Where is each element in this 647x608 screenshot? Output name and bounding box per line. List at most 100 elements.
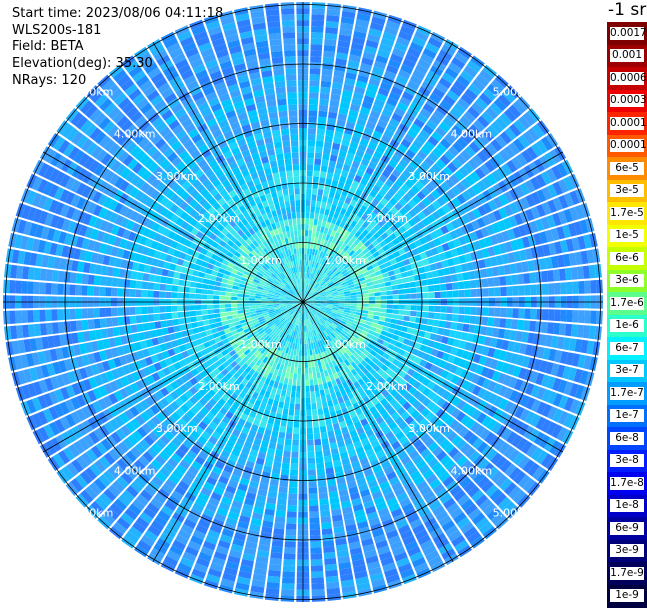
range-gate-cell	[274, 394, 280, 401]
range-gate-cell	[325, 136, 333, 143]
range-gate-cell	[311, 38, 323, 45]
range-gate-cell	[15, 281, 22, 294]
range-gate-cell	[129, 307, 135, 315]
range-gate-cell	[548, 283, 555, 295]
range-gate-cell	[306, 206, 311, 212]
range-gate-cell	[154, 314, 161, 321]
range-gate-cell	[429, 292, 435, 298]
range-gate-cell	[433, 277, 440, 284]
range-gate-cell	[195, 305, 201, 310]
range-gate-cell	[129, 289, 135, 297]
range-gate-cell	[477, 307, 483, 315]
range-gate-cell	[177, 293, 183, 299]
range-gate-cell	[232, 289, 238, 293]
range-gate-cell	[305, 368, 308, 374]
range-gate-cell	[518, 308, 525, 318]
range-gate-cell	[307, 152, 314, 158]
range-gate-cell	[530, 309, 537, 320]
range-gate-cell	[282, 571, 295, 578]
range-gate-cell	[310, 529, 321, 536]
range-gate-cell	[130, 280, 137, 288]
range-gate-cell	[284, 547, 296, 554]
range-gate-cell	[130, 316, 137, 324]
range-gate-cell	[296, 392, 301, 398]
range-gate-cell	[238, 310, 244, 314]
range-gate-cell	[208, 314, 215, 319]
range-gate-cell	[209, 280, 216, 285]
range-gate-cell	[153, 291, 159, 298]
range-gate-cell	[136, 315, 143, 323]
range-gate-cell	[40, 323, 47, 335]
range-gate-cell	[305, 362, 308, 368]
range-gate-cell	[297, 374, 301, 380]
range-gate-cell	[319, 99, 329, 106]
range-gate-cell	[411, 294, 417, 299]
range-gate-cell	[309, 86, 319, 93]
range-gate-cell	[318, 481, 327, 488]
range-gate-cell	[179, 324, 186, 331]
range-gate-cell	[33, 282, 40, 294]
range-gate-cell	[327, 300, 333, 302]
range-gate-cell	[45, 310, 52, 322]
range-gate-cell	[46, 269, 53, 281]
range-gate-cell	[295, 362, 299, 368]
range-gate-cell	[52, 270, 59, 282]
range-gate-cell	[315, 391, 320, 398]
range-gate-cell	[388, 328, 395, 334]
range-gate-cell	[384, 322, 391, 327]
range-gate-cell	[27, 281, 34, 294]
range-gate-cell	[215, 318, 222, 323]
range-gate-cell	[323, 546, 335, 553]
range-gate-cell	[9, 280, 16, 293]
range-gate-cell	[290, 470, 298, 476]
range-gate-cell	[321, 81, 332, 88]
range-gate-cell	[374, 308, 380, 312]
range-gate-cell	[51, 283, 58, 295]
range-gate-cell	[306, 194, 311, 200]
range-gate-cell	[305, 224, 309, 230]
range-gate-cell	[309, 505, 319, 512]
range-gate-cell	[70, 321, 77, 332]
range-gate-cell	[221, 317, 228, 322]
range-gate-cell	[320, 504, 330, 511]
range-gate-cell	[314, 433, 321, 440]
range-gate-cell	[15, 310, 22, 323]
range-gate-cell	[214, 286, 221, 291]
range-gate-cell	[282, 583, 295, 590]
range-gate-cell	[159, 291, 165, 298]
range-gate-cell	[402, 321, 409, 327]
range-gate-cell	[231, 307, 237, 311]
range-gate-cell	[308, 230, 312, 236]
range-gate-cell	[445, 321, 452, 329]
range-gate-cell	[231, 304, 237, 307]
range-gate-cell	[553, 323, 560, 335]
range-gate-cell	[178, 280, 185, 286]
range-gate-cell	[100, 318, 107, 328]
range-gate-cell	[451, 322, 458, 330]
range-gate-cell	[517, 274, 524, 285]
range-gate-cell	[99, 308, 106, 317]
range-gate-cell	[447, 306, 453, 313]
range-gate-cell	[173, 272, 180, 279]
range-gate-cell	[292, 440, 299, 446]
range-gate-cell	[547, 322, 554, 334]
range-gate-cell	[304, 344, 306, 350]
range-gate-cell	[311, 14, 324, 21]
range-gate-cell	[380, 308, 386, 312]
range-gate-cell	[147, 307, 153, 314]
range-gate-cell	[143, 323, 150, 331]
range-gate-cell	[69, 309, 76, 320]
range-gate-cell	[207, 305, 213, 310]
range-gate-cell	[70, 272, 77, 283]
range-gate-cell	[391, 319, 398, 324]
range-gate-cell	[154, 275, 161, 283]
range-gate-cell	[312, 231, 316, 237]
range-gate-cell	[326, 130, 335, 137]
range-gate-cell	[322, 444, 330, 451]
range-gate-cell	[542, 309, 549, 320]
range-gate-cell	[429, 306, 435, 312]
range-gate-cell	[512, 308, 519, 318]
range-gate-cell	[306, 398, 311, 404]
range-gate-cell	[294, 422, 300, 428]
range-gate-cell	[203, 320, 210, 326]
